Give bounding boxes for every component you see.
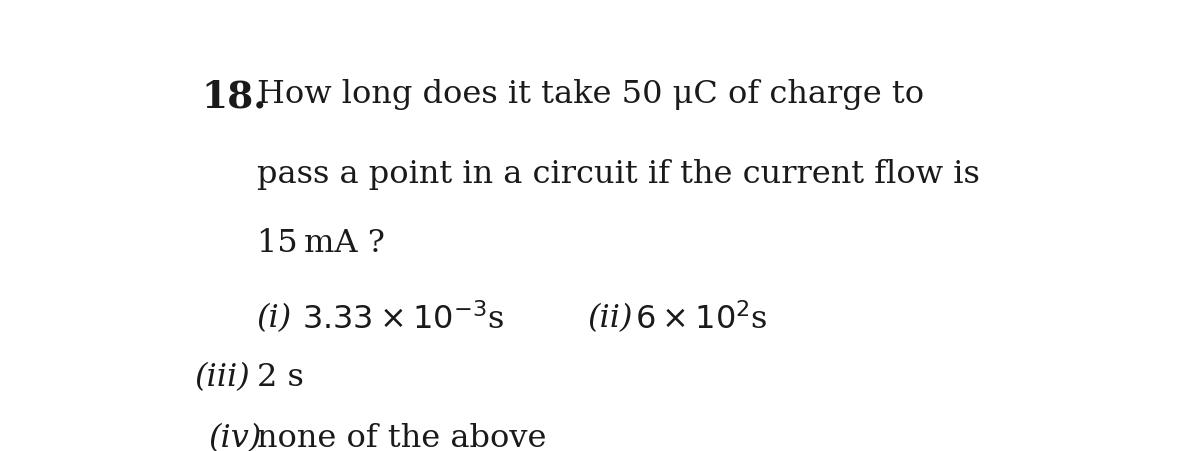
Text: $3.33\times10^{-3}$s: $3.33\times10^{-3}$s: [301, 303, 504, 335]
Text: 18.: 18.: [202, 78, 266, 115]
Text: $6\times10^{2}$s: $6\times10^{2}$s: [636, 303, 768, 335]
Text: (iv): (iv): [209, 422, 262, 451]
Text: none of the above: none of the above: [257, 422, 546, 451]
Text: (iii): (iii): [194, 361, 251, 392]
Text: 2 s: 2 s: [257, 361, 304, 392]
Text: (i): (i): [257, 303, 293, 333]
Text: 15 mA ?: 15 mA ?: [257, 228, 385, 259]
Text: How long does it take 50 μC of charge to: How long does it take 50 μC of charge to: [257, 78, 924, 109]
Text: pass a point in a circuit if the current flow is: pass a point in a circuit if the current…: [257, 158, 980, 189]
Text: (ii): (ii): [587, 303, 632, 333]
